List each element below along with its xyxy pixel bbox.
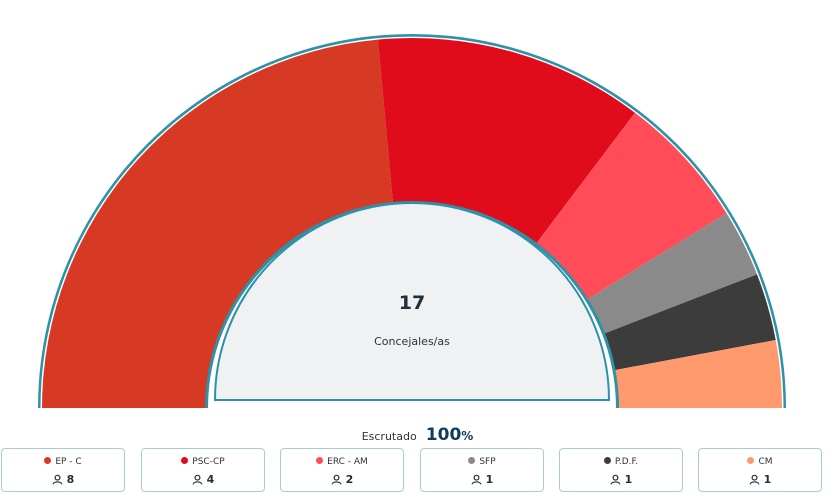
seat-slice-sfp (586, 213, 758, 334)
legend-item: ERC - AM 2 (280, 448, 404, 492)
seat-slice-ep-c (42, 39, 394, 408)
legend-item-header: EP - C (2, 457, 124, 467)
seat-slice-p-d-f (603, 274, 776, 371)
legend-seat-count: 4 (206, 473, 215, 486)
person-icon (471, 474, 482, 485)
legend-item-seats: 1 (421, 473, 543, 486)
legend-color-dot (181, 457, 189, 464)
legend-item-header: P.D.F. (560, 457, 682, 467)
legend-item-seats: 1 (560, 473, 682, 486)
legend-item-seats: 2 (281, 473, 403, 486)
center-panel (205, 201, 619, 408)
legend-item-header: PSC-CP (142, 457, 264, 467)
legend-party-name: PSC-CP (192, 457, 225, 467)
legend-item-header: ERC - AM (281, 457, 403, 467)
legend-item-header: SFP (421, 457, 543, 467)
center-panel-fill (213, 202, 611, 401)
legend-item: CM 1 (698, 448, 822, 492)
legend-item-seats: 1 (699, 473, 821, 486)
parliament-svg: 17 Concejales/as (0, 34, 835, 420)
scrutiny-status: Escrutado 100% (0, 425, 835, 445)
seat-slices (42, 37, 782, 408)
seat-slice-erc-am (535, 112, 727, 301)
seat-slice-psc-cp (377, 37, 635, 245)
legend-color-dot (316, 457, 324, 464)
legend-item: P.D.F. 1 (559, 448, 683, 492)
legend-seat-count: 1 (763, 473, 772, 486)
person-icon (749, 474, 760, 485)
legend-seat-count: 8 (66, 473, 75, 486)
legend-color-dot (747, 457, 755, 464)
scrutiny-unit: % (461, 429, 474, 443)
legend-party-name: ERC - AM (327, 457, 368, 467)
legend-color-dot (603, 457, 611, 464)
legend-item-seats: 8 (2, 473, 124, 486)
legend-party-name: EP - C (55, 457, 82, 467)
total-seats-label: Concejales/as (374, 335, 450, 348)
legend-item-header: CM (699, 457, 821, 467)
scrutiny-label: Escrutado (361, 430, 417, 443)
legend-item: PSC-CP 4 (141, 448, 265, 492)
legend-party-name: CM (758, 457, 773, 467)
person-icon (192, 474, 203, 485)
seat-slice-cm (613, 340, 782, 408)
person-icon (610, 474, 621, 485)
legend-party-name: SFP (479, 457, 496, 467)
baseline-mask (0, 408, 835, 420)
legend-item-seats: 4 (142, 473, 264, 486)
scrutiny-value: 100 (425, 425, 462, 445)
legend-seat-count: 1 (485, 473, 494, 486)
legend-color-dot (44, 457, 52, 464)
legend-item: EP - C 8 (1, 448, 125, 492)
legend-seat-count: 2 (345, 473, 354, 486)
legend-party-name: P.D.F. (614, 457, 639, 467)
legend-seat-count: 1 (624, 473, 633, 486)
legend-item: SFP 1 (420, 448, 544, 492)
person-icon (331, 474, 342, 485)
party-legend: EP - C 8 PSC-CP 4 ERC - AM 2 SFP 1 P.D.F. 1 CM 1 (0, 448, 835, 494)
legend-color-dot (468, 457, 476, 464)
total-seats-value: 17 (399, 292, 425, 314)
person-icon (52, 474, 63, 485)
parliament-chart: 17 Concejales/as (0, 34, 835, 420)
